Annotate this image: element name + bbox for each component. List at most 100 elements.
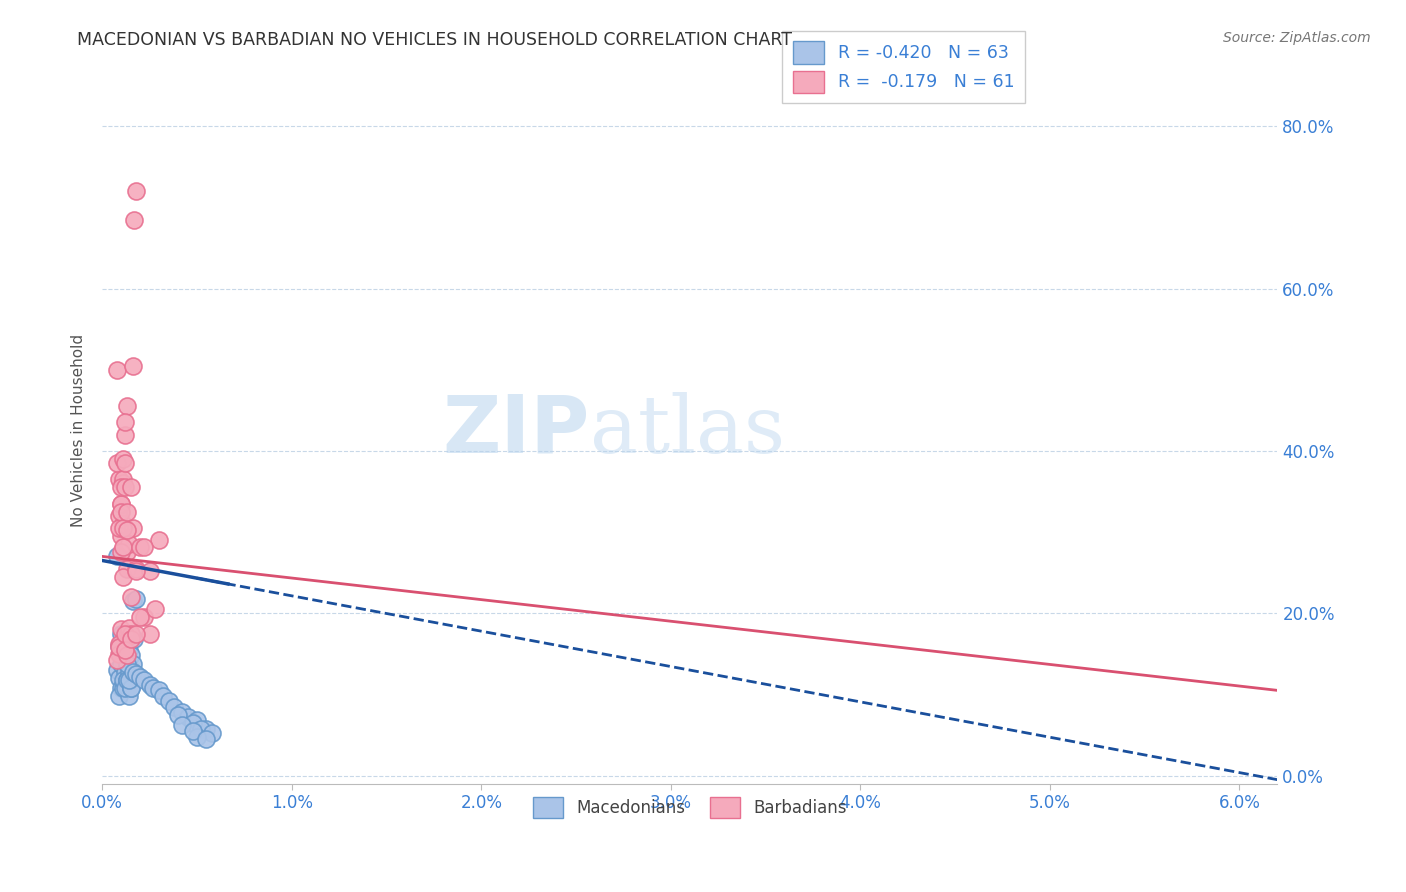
Point [167, 707, 190, 722]
Point [115, 505, 138, 519]
Point [110, 497, 132, 511]
Point [110, 626, 132, 640]
Point [120, 665, 142, 679]
Point [112, 637, 135, 651]
Point [115, 545, 138, 559]
Point [115, 561, 138, 575]
Point [108, 639, 131, 653]
Point [108, 689, 131, 703]
Point [120, 629, 142, 643]
Point [201, 726, 224, 740]
Point [132, 540, 155, 554]
Point [115, 657, 138, 671]
Point [138, 626, 160, 640]
Text: ZIP: ZIP [443, 392, 591, 469]
Point [138, 678, 160, 692]
Point [163, 699, 186, 714]
Point [115, 673, 138, 687]
Point [110, 657, 132, 671]
Point [114, 427, 136, 442]
Point [112, 655, 135, 669]
Point [181, 715, 204, 730]
Point [118, 537, 141, 551]
Point [114, 665, 136, 679]
Point [114, 626, 136, 640]
Point [121, 594, 143, 608]
Point [108, 508, 131, 523]
Point [115, 673, 138, 687]
Point [120, 480, 142, 494]
Point [112, 472, 135, 486]
Point [108, 472, 131, 486]
Point [110, 545, 132, 559]
Point [170, 718, 193, 732]
Point [124, 212, 146, 227]
Point [118, 629, 141, 643]
Point [120, 626, 142, 640]
Point [195, 732, 218, 747]
Text: Source: ZipAtlas.com: Source: ZipAtlas.com [1223, 31, 1371, 45]
Point [186, 730, 208, 744]
Point [118, 673, 141, 687]
Y-axis label: No Vehicles in Household: No Vehicles in Household [72, 334, 86, 527]
Point [142, 681, 165, 695]
Point [120, 681, 142, 695]
Point [148, 533, 170, 548]
Point [105, 456, 128, 470]
Point [108, 671, 131, 685]
Point [110, 634, 132, 648]
Point [110, 648, 132, 663]
Point [108, 647, 131, 661]
Point [120, 590, 142, 604]
Point [118, 621, 141, 635]
Point [125, 667, 148, 681]
Point [125, 561, 148, 575]
Point [112, 570, 135, 584]
Point [186, 714, 208, 728]
Point [114, 456, 136, 470]
Point [114, 642, 136, 657]
Point [121, 665, 143, 679]
Point [118, 659, 141, 673]
Point [115, 629, 138, 643]
Point [110, 640, 132, 655]
Point [132, 610, 155, 624]
Point [190, 722, 212, 736]
Point [105, 663, 128, 677]
Point [125, 591, 148, 606]
Point [110, 497, 132, 511]
Point [115, 399, 138, 413]
Point [110, 505, 132, 519]
Point [112, 681, 135, 695]
Point [176, 710, 198, 724]
Point [120, 632, 142, 647]
Point [143, 602, 166, 616]
Point [129, 669, 152, 683]
Point [114, 642, 136, 657]
Point [115, 524, 138, 538]
Text: MACEDONIAN VS BARBADIAN NO VEHICLES IN HOUSEHOLD CORRELATION CHART: MACEDONIAN VS BARBADIAN NO VEHICLES IN H… [77, 31, 793, 49]
Point [114, 673, 136, 687]
Point [132, 673, 155, 687]
Point [118, 642, 141, 657]
Point [112, 673, 135, 687]
Point [115, 648, 138, 663]
Point [125, 626, 148, 640]
Point [115, 673, 138, 687]
Point [121, 521, 143, 535]
Point [112, 476, 135, 491]
Point [124, 632, 146, 647]
Point [115, 681, 138, 695]
Point [108, 637, 131, 651]
Point [129, 610, 152, 624]
Point [112, 516, 135, 531]
Point [118, 665, 141, 679]
Point [121, 359, 143, 373]
Point [121, 665, 143, 679]
Point [114, 681, 136, 695]
Point [148, 683, 170, 698]
Point [105, 549, 128, 564]
Point [108, 521, 131, 535]
Text: atlas: atlas [591, 392, 785, 469]
Point [115, 657, 138, 671]
